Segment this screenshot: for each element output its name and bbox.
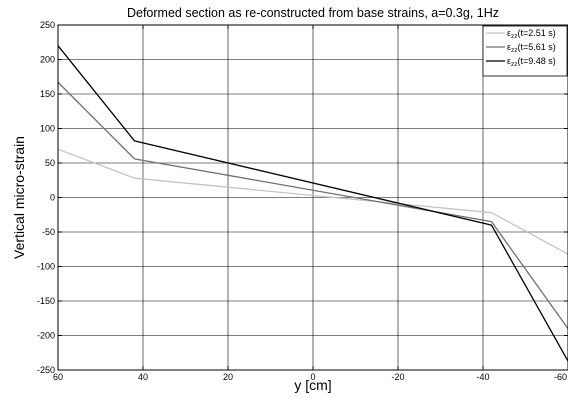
x-tick-label: -40 [476,372,489,382]
legend-label-1: εzz(t=2.51 s) [507,28,556,40]
y-tick-label: 250 [40,20,55,30]
y-tick-label: -50 [42,227,55,237]
series-line-3 [57,45,568,362]
legend-epsilon: ε [507,56,511,66]
legend-time: (t=9.48 s) [518,56,556,66]
legend: εzz(t=2.51 s)εzz(t=5.61 s)εzz(t=9.48 s) [482,25,568,77]
legend-epsilon: ε [507,42,511,52]
series-line-2 [57,81,568,329]
x-tick-label: -60 [554,372,567,382]
x-tick-label: 0 [310,372,315,382]
y-tick-label: 200 [40,55,55,65]
legend-subscript: zz [511,47,518,54]
legend-box [482,25,568,77]
y-tick-label: 150 [40,89,55,99]
series-lines [57,45,568,362]
y-tick-label: 50 [45,158,55,168]
y-axis-label: Vertical micro-strain [11,136,27,259]
legend-subscript: zz [511,33,518,40]
legend-time: (t=2.51 s) [518,28,556,38]
x-tick-label: 20 [223,372,233,382]
y-tick-label: -150 [37,296,55,306]
legend-label-3: εzz(t=9.48 s) [507,56,556,68]
axis-ticks: 60 40 20 0 -20 -40 -60250200150100500-50-100-1… [37,20,568,382]
legend-epsilon: ε [507,28,511,38]
legend-time: (t=5.61 s) [518,42,556,52]
y-tick-label: -250 [37,365,55,375]
x-axis-label: y [cm] [294,377,331,393]
grid-lines [58,25,568,370]
chart-title: Deformed section as re-constructed from … [127,6,499,20]
x-tick-label: 40 [138,372,148,382]
y-tick-label: 0 [50,193,55,203]
series-line-1 [57,148,568,255]
x-tick-label: 60 [53,372,63,382]
y-tick-label: -200 [37,331,55,341]
y-tick-label: -100 [37,262,55,272]
x-tick-label: -20 [391,372,404,382]
y-tick-label: 100 [40,124,55,134]
legend-subscript: zz [511,61,518,68]
legend-label-2: εzz(t=5.61 s) [507,42,556,54]
